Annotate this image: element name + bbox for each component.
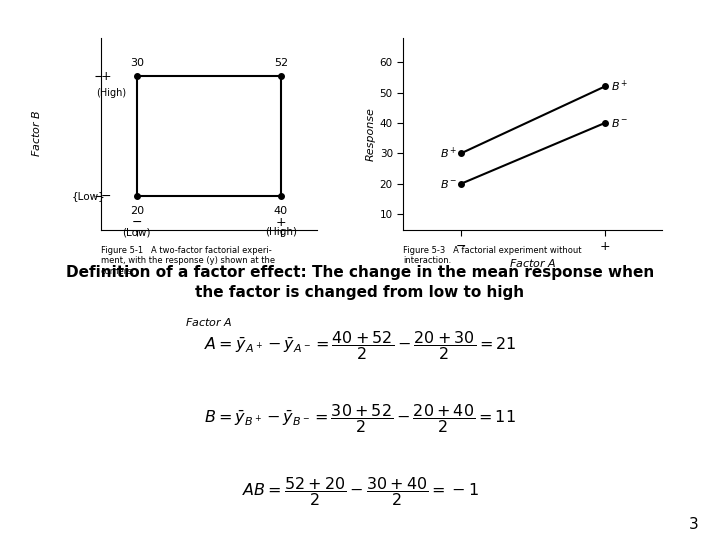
Text: Definition of a factor effect: The change in the mean response when
the factor i: Definition of a factor effect: The chang…	[66, 265, 654, 300]
Text: Factor $B$: Factor $B$	[30, 110, 42, 158]
Text: Figure 5-3   A factorial experiment without
interaction.: Figure 5-3 A factorial experiment withou…	[403, 246, 582, 265]
Y-axis label: Response: Response	[366, 107, 376, 160]
Text: (Low): (Low)	[122, 227, 151, 237]
Text: $B^+$: $B^+$	[611, 79, 628, 94]
Text: 3: 3	[688, 517, 698, 532]
Text: 52: 52	[274, 58, 288, 68]
Text: $B = \bar{y}_{B^+} - \bar{y}_{B^-} = \dfrac{30+52}{2} - \dfrac{20+40}{2} = 11$: $B = \bar{y}_{B^+} - \bar{y}_{B^-} = \df…	[204, 402, 516, 435]
Text: −: −	[132, 217, 142, 230]
Text: $AB = \dfrac{52+20}{2} - \dfrac{30+40}{2} = -1$: $AB = \dfrac{52+20}{2} - \dfrac{30+40}{2…	[242, 475, 478, 508]
Text: −: −	[100, 190, 111, 202]
Text: Figure 5-1   A two-factor factorial experi-
ment, with the response (y) shown at: Figure 5-1 A two-factor factorial experi…	[101, 246, 275, 275]
Text: Factor $A$: Factor $A$	[185, 316, 233, 328]
X-axis label: Factor $A$: Factor $A$	[509, 257, 557, 269]
Text: $A = \bar{y}_{A^+} - \bar{y}_{A^-} = \dfrac{40+52}{2} - \dfrac{20+30}{2} = 21$: $A = \bar{y}_{A^+} - \bar{y}_{A^-} = \df…	[204, 329, 516, 362]
Text: $B^-$: $B^-$	[440, 178, 457, 190]
Text: $B^-$: $B^-$	[611, 117, 628, 129]
Text: (High): (High)	[96, 76, 126, 98]
Text: 30: 30	[130, 58, 144, 68]
Text: 40: 40	[274, 206, 288, 215]
Text: +: +	[276, 217, 286, 230]
Text: +: +	[100, 70, 111, 83]
Text: 20: 20	[130, 206, 144, 215]
Text: $B^+$: $B^+$	[440, 146, 457, 161]
Text: (High): (High)	[265, 227, 297, 237]
Text: {Low}: {Low}	[71, 191, 105, 201]
